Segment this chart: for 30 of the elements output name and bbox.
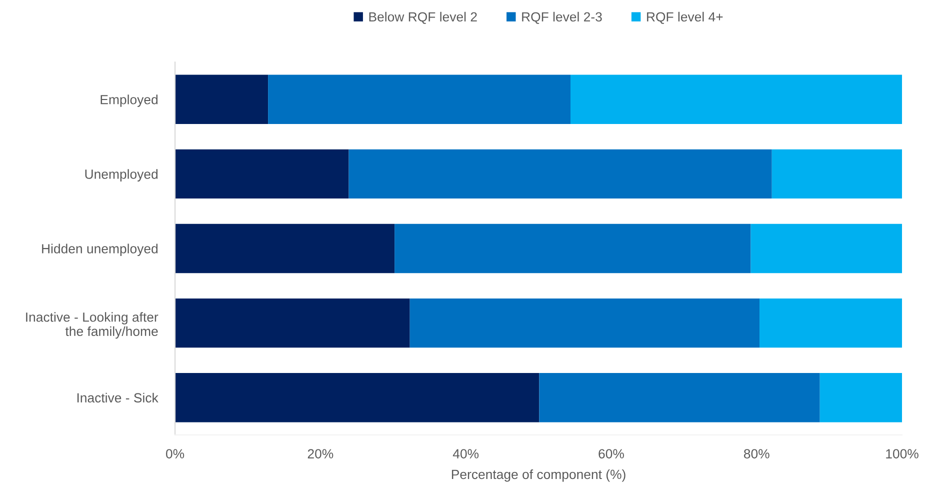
- bar: [760, 298, 902, 348]
- bar: [175, 74, 268, 124]
- x-tick-label: 80%: [744, 449, 770, 458]
- bar: [410, 298, 760, 348]
- bar: [539, 373, 820, 422]
- bar: [175, 224, 395, 274]
- x-tick-label: 60%: [598, 449, 624, 458]
- legend-label: Below RQF level 2: [369, 12, 477, 24]
- x-tick-label: 0%: [166, 449, 184, 458]
- legend-label: RQF level 2-3: [522, 12, 602, 24]
- bar: [394, 224, 751, 274]
- x-tick-label: 40%: [452, 449, 479, 458]
- y-tick-label: Unemployed: [85, 169, 158, 182]
- y-tick-label: Inactive - Sick: [77, 392, 158, 403]
- bar: [772, 149, 902, 199]
- y-tick-label: Inactive - Looking after the family/home: [26, 312, 158, 339]
- bar: [750, 224, 902, 274]
- x-axis-title: Percentage of component (%): [452, 469, 626, 482]
- bar: [570, 74, 902, 124]
- bar: [175, 149, 349, 199]
- bar: [820, 373, 902, 422]
- bar: [175, 298, 410, 348]
- x-tick-label: 20%: [308, 449, 334, 458]
- bar: [175, 373, 540, 422]
- y-tick-label: Hidden unemployed: [42, 244, 158, 256]
- bar: [348, 149, 772, 199]
- y-tick-label: Employed: [100, 94, 158, 107]
- legend-label: RQF level 4+: [647, 12, 723, 24]
- bar: [268, 74, 571, 124]
- x-tick-label: 100%: [886, 449, 918, 458]
